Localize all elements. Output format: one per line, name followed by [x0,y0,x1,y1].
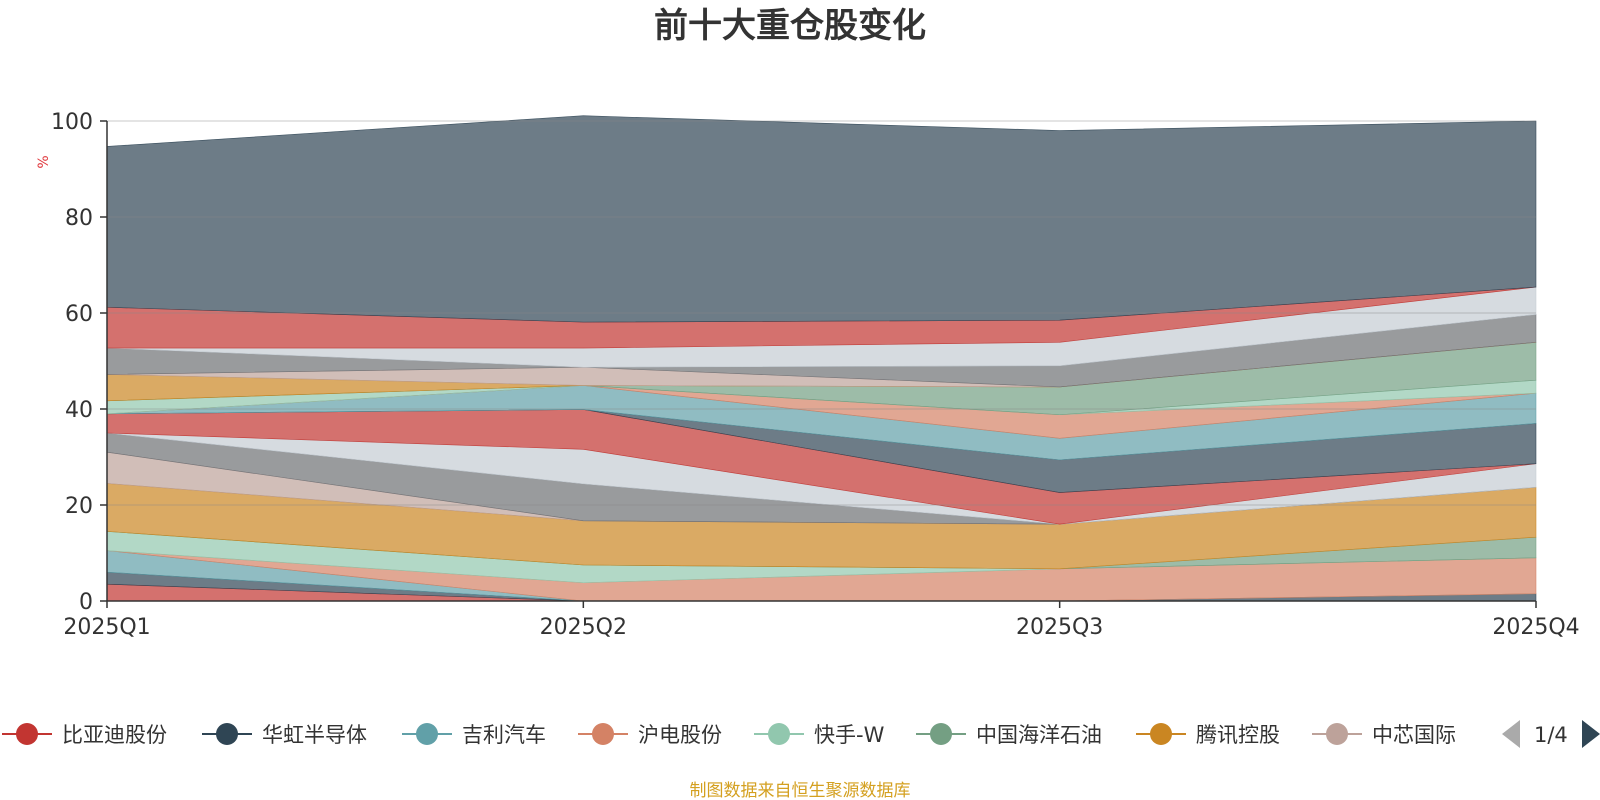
legend-item-3[interactable]: 沪电股份 [578,723,722,747]
legend-label: 吉利汽车 [462,723,546,747]
legend-item-5[interactable]: 中国海洋石油 [916,723,1102,747]
x-tick-label-3: 2025Q4 [1492,615,1579,640]
legend-label: 快手-W [814,723,885,747]
legend-marker-icon [1326,723,1348,745]
x-tick-label-0: 2025Q1 [63,615,150,640]
source-note: 制图数据来自恒生聚源数据库 [690,781,911,800]
legend-marker-icon [216,723,238,745]
legend-item-0[interactable]: 比亚迪股份 [2,723,167,747]
y-tick-label-0: 0 [79,590,93,615]
legend-prev-icon[interactable] [1502,720,1520,748]
y-tick-label-5: 100 [51,110,93,135]
y-axis-unit: % [36,155,52,168]
legend-label: 中芯国际 [1372,723,1456,747]
legend-item-1[interactable]: 华虹半导体 [202,723,367,747]
y-tick-label-2: 40 [65,398,93,423]
legend-item-7[interactable]: 中芯国际 [1312,723,1456,747]
legend-marker-icon [768,723,790,745]
axes: 0 20 40 60 80 100 2025Q1 2025Q2 2025Q3 2025Q4 [51,110,1580,640]
legend-next-icon[interactable] [1582,720,1600,748]
legend-label: 沪电股份 [638,723,722,747]
chart-title: 前十大重仓股变化 [654,6,926,46]
area-layers [106,115,1537,602]
legend-marker-icon [930,723,952,745]
legend-pager: 1/4 [1502,720,1600,748]
y-tick-label-1: 20 [65,494,93,519]
legend-item-4[interactable]: 快手-W [754,723,885,747]
legend-marker-icon [416,723,438,745]
legend-page-indicator: 1/4 [1534,723,1568,747]
y-tick-label-3: 60 [65,302,93,327]
legend-marker-icon [1150,723,1172,745]
legend-marker-icon [16,723,38,745]
grid [107,120,1536,506]
x-tick-label-1: 2025Q2 [540,615,627,640]
legend-item-6[interactable]: 腾讯控股 [1136,723,1280,747]
legend: 比亚迪股份 华虹半导体 吉利汽车 沪电股份 快手-W 中国海洋石油 腾讯控股 中芯国际 [2,723,1456,747]
area-series-21 [106,115,1537,323]
legend-item-2[interactable]: 吉利汽车 [402,723,546,747]
legend-label: 中国海洋石油 [976,723,1102,747]
legend-label: 华虹半导体 [262,723,367,747]
legend-label: 腾讯控股 [1196,723,1280,747]
y-tick-label-4: 80 [65,206,93,231]
legend-label: 比亚迪股份 [62,723,167,747]
legend-marker-icon [592,723,614,745]
x-tick-label-2: 2025Q3 [1016,615,1103,640]
